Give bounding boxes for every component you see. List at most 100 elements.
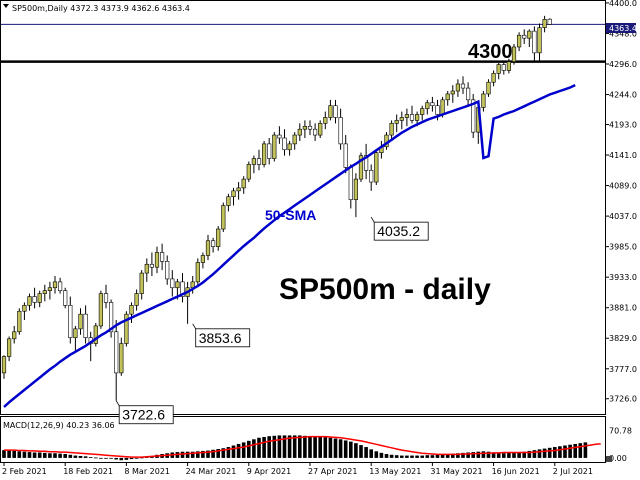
annotation-label: 3853.6 [199,330,242,346]
y-tick-label: 3726.0 [609,395,637,404]
candle-body [496,64,501,74]
candle-body [328,105,333,118]
candle-body [491,73,496,83]
macd-histogram-bar [445,454,450,458]
candle-body [246,164,251,180]
candle-body [307,125,313,130]
candle-body [272,134,277,159]
candle-body [241,178,246,189]
macd-histogram-bar [547,447,552,458]
macd-histogram-bar [68,454,73,458]
candles [1,15,552,401]
candle-body [216,228,221,247]
macd-label: MACD(12,26,9) 40.23 36.06 [3,421,115,430]
macd-histogram-bar [216,448,220,458]
macd-histogram-bar [48,453,52,458]
candle-body [460,83,466,89]
level-4300-label: 4300 [468,41,513,63]
candle-body [414,114,420,121]
candle-body [134,293,139,306]
y-tick-label: 4193.0 [609,120,637,129]
macd-histogram-bar [420,455,424,458]
macd-histogram-bar [522,451,526,458]
candle-body [399,117,404,121]
x-tick-label: 2 Jul 2021 [553,467,593,476]
candle-body [144,263,149,274]
candle-body [532,30,537,54]
macd-histogram-bar [410,455,414,458]
candle-body [47,287,52,291]
candle-body [221,205,226,230]
candle-body [114,331,119,374]
candle-body [420,108,425,115]
macd-histogram-bar [400,455,404,458]
candle-body [292,134,297,145]
macd-y-tick-label: 0.00 [609,454,627,463]
macd-histogram-bar [527,450,532,458]
macd-histogram-bar [568,444,572,458]
candle-body [37,293,42,303]
x-tick-label: 18 Feb 2021 [63,467,113,476]
candle-body [323,117,328,124]
macd-histogram-bar [58,453,62,458]
macd-histogram-bar [481,451,486,458]
macd-histogram-bar [466,452,470,458]
macd-histogram-bar [252,439,256,458]
x-tick-label: 9 Apr 2021 [247,467,291,476]
candle-body [267,143,272,159]
candle-body [394,120,399,124]
candle-body [1,356,7,374]
candle-body [445,93,450,101]
macd-histogram-bar [583,442,588,458]
macd-histogram-bar [384,454,389,458]
candle-body [277,134,282,139]
macd-histogram-bar [139,457,144,459]
candle-body [343,143,348,168]
macd-histogram-bar [292,435,297,458]
candle-body [404,114,410,118]
x-tick-label: 2 Feb 2021 [2,467,47,476]
candle-body [52,281,58,289]
macd-histogram-bar [456,453,460,458]
macd-histogram-bar [430,455,435,458]
macd-histogram-bar [558,446,562,458]
candle-body [103,293,109,303]
candle-body [236,187,241,192]
candle-body [516,34,522,48]
macd-histogram-bar [22,451,27,458]
macd-histogram-bar [369,449,373,458]
y-tick-label: 4400.0 [609,0,637,8]
macd-histogram-bar [43,452,47,458]
macd-histogram-bar [573,443,577,458]
candle-body [63,290,68,306]
x-tick-label: 31 May 2021 [430,467,482,476]
macd-histogram-bar [440,454,445,458]
macd-histogram-bar [104,457,108,459]
candle-body [195,262,200,283]
macd-y-tick-label: 70.78 [609,426,632,435]
macd-histogram-bar [318,436,322,458]
macd-histogram-bar [389,454,394,458]
candle-body [297,128,302,136]
y-tick-label: 3777.0 [609,365,637,374]
candle-body [251,158,257,165]
macd-histogram-bar [374,451,379,458]
candle-body [501,64,506,71]
candle-body [7,338,12,357]
macd-histogram-bar [211,449,215,458]
macd-histogram-bar [333,438,338,458]
y-axis: 4400.0 4348.0 4296.0 4244.0 4193.0 4141.0 4089… [605,0,637,404]
candle-body [57,281,63,291]
candle-body [78,313,83,330]
header-text: SP500m,Daily 4372.3 4373.9 4362.6 4363.4 [12,4,190,13]
candle-body [73,328,78,338]
macd-histogram-bar [507,452,511,458]
annotation-box [118,405,174,425]
candle-body [318,123,323,136]
macd-histogram-bar [17,451,22,458]
candle-body [129,305,134,315]
annotation-box [373,221,429,241]
macd-histogram-bar [364,447,368,458]
candle-body [165,261,170,280]
